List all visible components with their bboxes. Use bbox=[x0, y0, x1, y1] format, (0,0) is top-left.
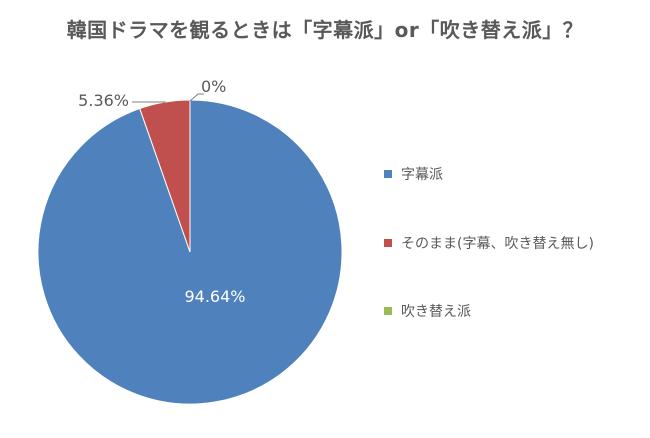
data-label: 5.36% bbox=[78, 91, 129, 110]
legend-item: そのまま(字幕、吹き替え無し) bbox=[384, 233, 594, 253]
chart-title: 韓国ドラマを観るときは「字幕派」or「吹き替え派」？ bbox=[66, 18, 584, 42]
data-label-large: 94.64% bbox=[184, 287, 245, 306]
legend-item: 吹き替え派 bbox=[384, 301, 471, 321]
data-label: 0% bbox=[201, 77, 226, 96]
leader-line bbox=[132, 101, 166, 104]
data-labels: 94.64% 5.36% 0% bbox=[78, 77, 245, 306]
legend-label: 字幕派 bbox=[401, 167, 443, 183]
legend-swatch bbox=[384, 170, 392, 178]
leader-line bbox=[189, 93, 204, 102]
legend-item: 字幕派 bbox=[384, 164, 443, 184]
pie-slices bbox=[37, 99, 343, 405]
legend-swatch bbox=[384, 239, 392, 247]
legend-swatch bbox=[384, 307, 392, 315]
legend-label: そのまま(字幕、吹き替え無し) bbox=[401, 236, 594, 252]
leader-lines bbox=[132, 93, 204, 104]
legend-label: 吹き替え派 bbox=[401, 304, 471, 320]
